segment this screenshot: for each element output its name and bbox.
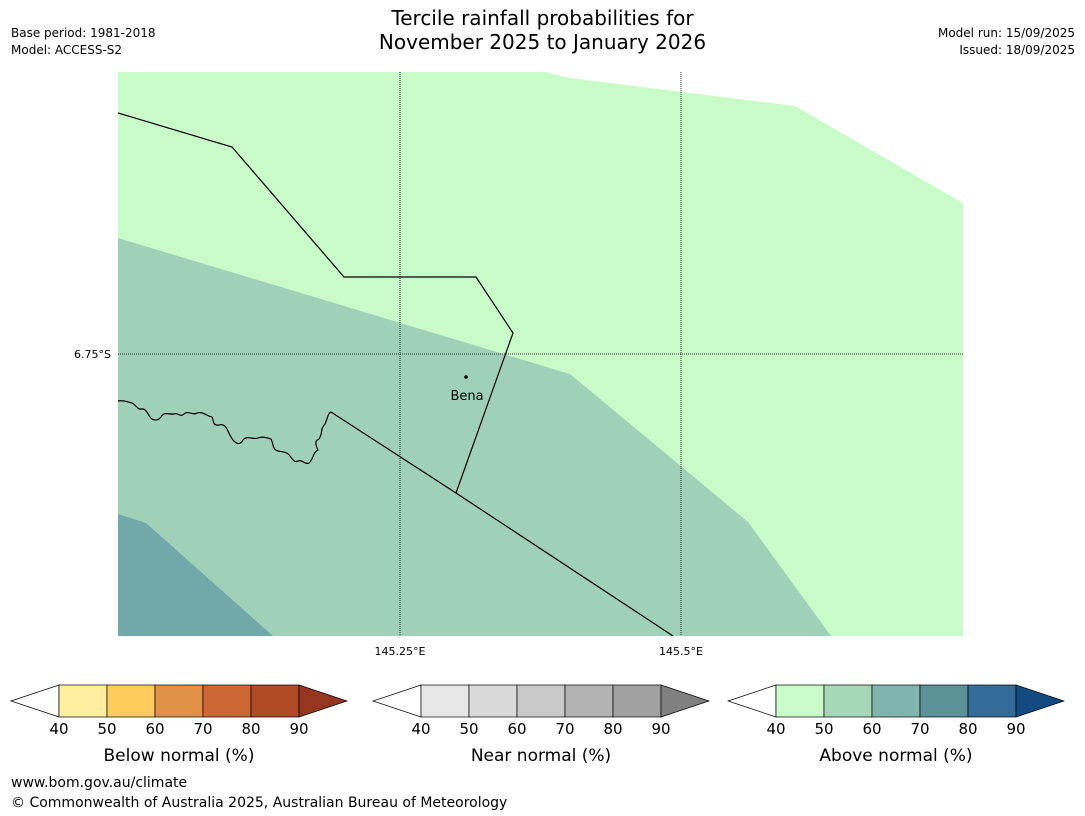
colorbar-extend-high [1015, 684, 1066, 718]
town-label: Bena [450, 389, 483, 404]
colorbar-swatch [58, 684, 108, 718]
town-marker [464, 375, 468, 379]
colorbar-tick-label: 70 [910, 720, 929, 738]
issued-date: Issued: 18/09/2025 [959, 43, 1075, 57]
colorbar-swatch [202, 684, 252, 718]
zone-above-70 [118, 514, 273, 636]
title-line-1: Tercile rainfall probabilities for [391, 6, 694, 30]
footer-website[interactable]: www.bom.gov.au/climate [11, 775, 188, 791]
colorbar-swatch [823, 684, 873, 718]
footer-copyright: © Commonwealth of Australia 2025, Austra… [11, 795, 508, 811]
colorbar-swatch [919, 684, 969, 718]
base-period: Base period: 1981-2018 [11, 26, 156, 40]
model-name: Model: ACCESS-S2 [11, 43, 123, 57]
colorbar-swatch [516, 684, 566, 718]
colorbar-below-normal: 40 50 60 70 80 90 Below normal (%) [9, 684, 349, 766]
colorbar-swatch [967, 684, 1017, 718]
colorbar-title: Above normal (%) [819, 746, 972, 766]
colorbar-near-normal: 40 50 60 70 80 90 Near normal (%) [371, 684, 711, 766]
colorbar-above-normal: 40 50 60 70 80 90 Above normal (%) [726, 684, 1066, 766]
colorbar-swatch [106, 684, 156, 718]
colorbar-extend-high [298, 684, 349, 718]
colorbar-tick-label: 50 [814, 720, 833, 738]
colorbar-title: Near normal (%) [471, 746, 611, 766]
colorbar-tick-label: 50 [97, 720, 116, 738]
colorbar-extend-low [726, 684, 777, 718]
colorbar-extend-low [9, 684, 60, 718]
map-area [118, 72, 963, 636]
colorbar-tick-label: 80 [241, 720, 260, 738]
colorbar-title: Below normal (%) [104, 746, 255, 766]
colorbar-swatch [775, 684, 825, 718]
zone-above-60 [118, 238, 831, 636]
colorbar-tick-label: 40 [766, 720, 785, 738]
model-run: Model run: 15/09/2025 [937, 26, 1075, 40]
colorbar-tick-label: 70 [193, 720, 212, 738]
colorbar-swatch [612, 684, 662, 718]
colorbar-extend-high [660, 684, 711, 718]
colorbar-tick-label: 60 [862, 720, 881, 738]
province-border [330, 411, 674, 636]
chart-title: Tercile rainfall probabilities for Novem… [0, 6, 1085, 54]
colorbar-tick-label: 90 [1006, 720, 1025, 738]
colorbar-extend-low [371, 684, 422, 718]
colorbar-swatch [564, 684, 614, 718]
title-line-2: November 2025 to January 2026 [378, 30, 707, 54]
river-line [118, 400, 332, 465]
legend-colorbars: 40 50 60 70 80 90 Below normal (%) 40 50 60 70 80 9… [9, 684, 1066, 766]
colorbar-tick-label: 80 [603, 720, 622, 738]
colorbar-tick-label: 40 [411, 720, 430, 738]
colorbar-tick-label: 90 [289, 720, 308, 738]
colorbar-tick-label: 90 [651, 720, 670, 738]
colorbar-swatch [250, 684, 300, 718]
lon-label-2: 145.5°E [659, 645, 703, 658]
meta-right: Model run: 15/09/2025 Issued: 18/09/2025 [938, 25, 1075, 59]
colorbar-tick-label: 80 [958, 720, 977, 738]
colorbar-tick-label: 50 [459, 720, 478, 738]
map[interactable]: Bena 6.75°S 145.25°E 145.5°E [0, 0, 1085, 680]
colorbar-tick-label: 40 [49, 720, 68, 738]
province-border [118, 112, 514, 494]
colorbar-swatch [420, 684, 470, 718]
colorbar-swatch [871, 684, 921, 718]
colorbar-swatch [154, 684, 204, 718]
colorbar-tick-label: 60 [145, 720, 164, 738]
colorbar-swatch [468, 684, 518, 718]
lon-label-1: 145.25°E [375, 645, 426, 658]
lat-label: 6.75°S [74, 348, 111, 361]
colorbar-tick-label: 60 [507, 720, 526, 738]
meta-left: Base period: 1981-2018 Model: ACCESS-S2 [11, 25, 156, 59]
colorbar-tick-label: 70 [555, 720, 574, 738]
